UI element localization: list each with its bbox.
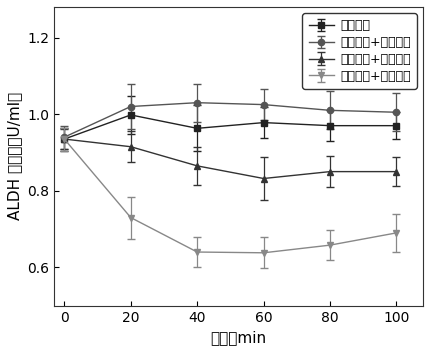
Legend: 生理盐水, 解酒果冻+生理盐水, 解酒果冻+无水乙醇, 无水乙醇+生理盐水: 生理盐水, 解酒果冻+生理盐水, 解酒果冻+无水乙醇, 无水乙醇+生理盐水 bbox=[302, 13, 417, 89]
X-axis label: 时间／min: 时间／min bbox=[211, 330, 267, 345]
Y-axis label: ALDH 酶活／（U/ml）: ALDH 酶活／（U/ml） bbox=[7, 92, 22, 220]
